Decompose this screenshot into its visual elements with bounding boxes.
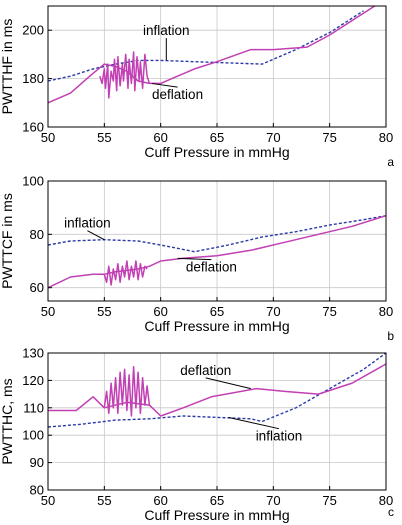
y-tick-label: 200 — [22, 23, 44, 38]
annotation-label: deflation — [180, 363, 231, 378]
annotation-deflation: deflation — [152, 83, 203, 102]
x-tick-label: 75 — [322, 304, 336, 319]
x-tick-label: 70 — [266, 130, 280, 145]
annotation-label: inflation — [143, 23, 190, 38]
y-tick-label: 120 — [22, 373, 44, 388]
x-tick-label: 50 — [41, 304, 55, 319]
y-tick-label: 80 — [30, 483, 44, 498]
annotation-arrow — [178, 258, 212, 259]
x-tick-label: 65 — [210, 493, 224, 508]
x-axis-label: Cuff Pressure in mmHg — [144, 507, 289, 523]
x-tick-label: 75 — [322, 130, 336, 145]
annotation-arrow — [87, 231, 104, 240]
annotation-inflation: inflation — [143, 23, 190, 60]
x-tick-label: 60 — [153, 130, 167, 145]
x-tick-label: 65 — [210, 130, 224, 145]
x-tick-label: 55 — [97, 130, 111, 145]
y-tick-label: 100 — [22, 428, 44, 443]
panel-letter: a — [387, 155, 394, 169]
y-axis-label: PWTTHF in ms — [0, 19, 15, 115]
series-deflation-noise-line — [104, 367, 149, 416]
annotation-inflation: inflation — [228, 417, 302, 443]
x-tick-label: 80 — [379, 304, 393, 319]
series-group — [48, 6, 375, 103]
series-inflation-line — [48, 11, 364, 81]
y-tick-label: 130 — [22, 346, 44, 361]
y-tick-label: 110 — [23, 400, 44, 415]
annotation-deflation: deflation — [180, 363, 251, 389]
x-tick-label: 80 — [379, 130, 393, 145]
series-deflation-noise-line — [100, 52, 150, 98]
y-tick-label: 60 — [30, 280, 44, 295]
x-tick-label: 60 — [153, 493, 167, 508]
y-axis-label: PWTTCF in ms — [0, 193, 15, 289]
y-tick-label: 80 — [30, 227, 44, 242]
x-axis-label: Cuff Pressure in mmHg — [144, 144, 289, 160]
gridlines — [48, 6, 386, 127]
gridlines — [48, 181, 386, 301]
panel-letter: c — [388, 505, 394, 519]
x-axis-label: Cuff Pressure in mmHg — [144, 318, 289, 334]
annotation-label: inflation — [256, 429, 303, 444]
x-tick-label: 70 — [266, 304, 280, 319]
annotation-label: inflation — [64, 216, 111, 231]
panel-b: 50 55 60 65 70 75 80 60 80 100 Cuff Pressure in mm… — [0, 174, 394, 344]
annotation-label: deflation — [152, 87, 203, 102]
annotation-deflation: deflation — [178, 258, 237, 274]
y-tick-label: 100 — [22, 174, 44, 189]
x-tick-label: 70 — [266, 493, 280, 508]
x-tick-label: 75 — [322, 493, 336, 508]
x-tick-label: 55 — [97, 304, 111, 319]
annotation-inflation: inflation — [64, 216, 111, 240]
x-tick-label: 60 — [153, 304, 167, 319]
annotation-arrow — [206, 378, 251, 389]
x-tick-label: 65 — [210, 304, 224, 319]
y-tick-label: 160 — [22, 120, 44, 135]
y-tick-label: 90 — [30, 455, 44, 470]
series-deflation-line — [48, 6, 375, 103]
y-axis-label: PWTTHC, ms — [0, 378, 15, 464]
y-tick-label: 180 — [22, 71, 44, 86]
x-tick-label: 55 — [97, 493, 111, 508]
panel-letter: b — [387, 329, 394, 343]
annotation-label: deflation — [186, 260, 237, 275]
